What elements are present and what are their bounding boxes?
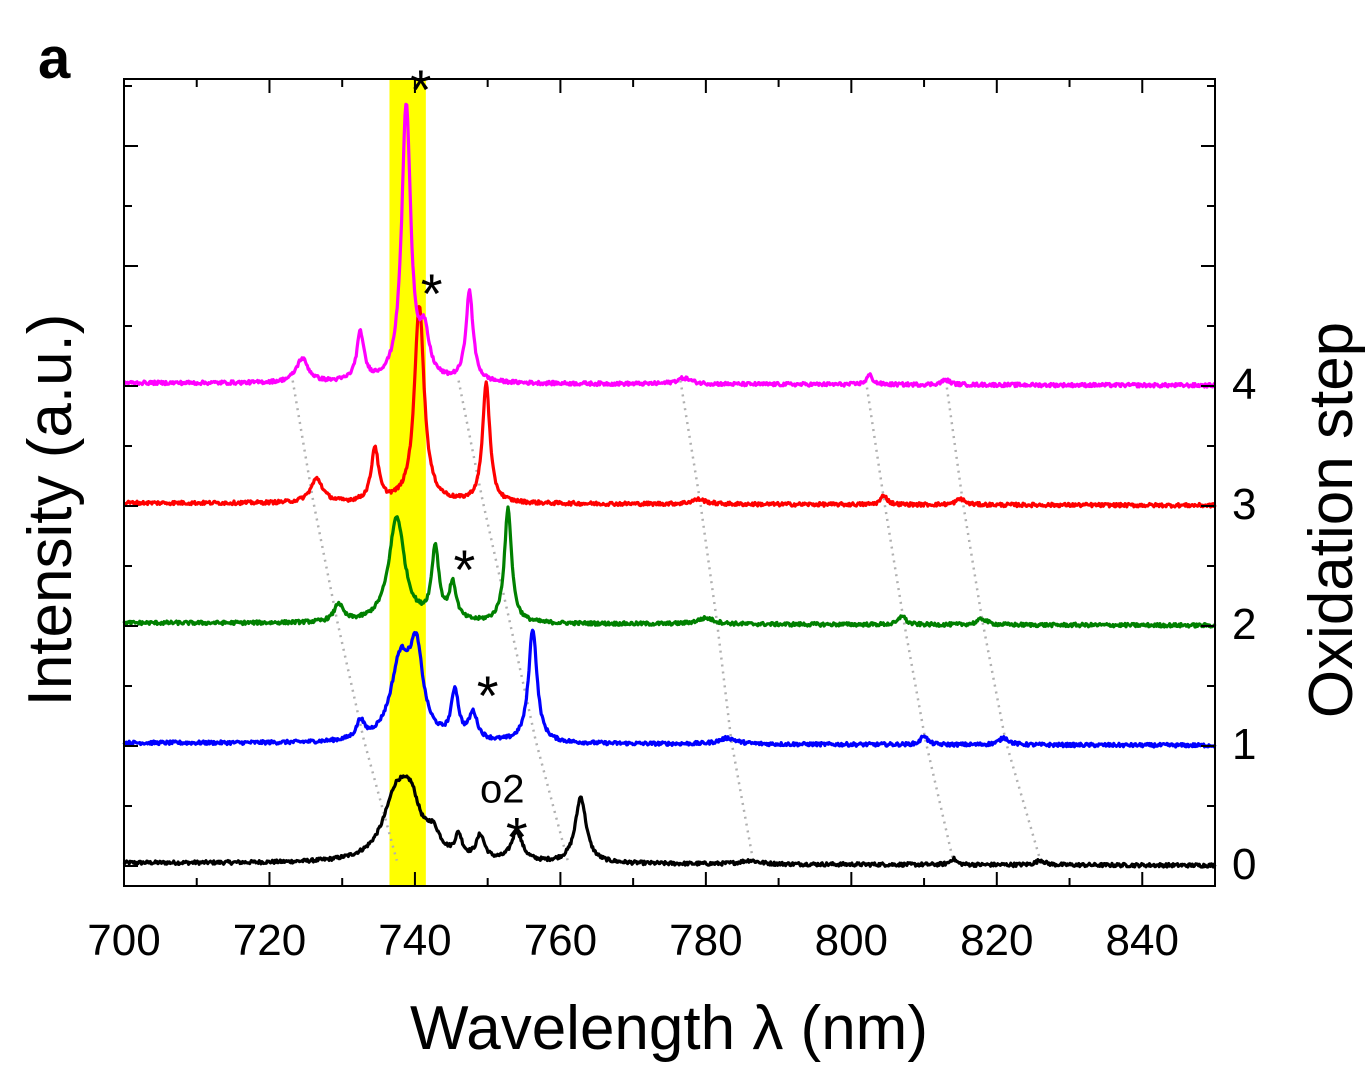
oxidation-step-label: 2: [1232, 600, 1256, 649]
x-tick-labels: 700 720 740 760 780 800 820 840: [87, 916, 1179, 965]
oxidation-step-label: 3: [1232, 480, 1256, 529]
asterisk-marker-5: *: [506, 806, 528, 869]
x-tick-label: 780: [669, 916, 742, 965]
asterisk-marker-2: *: [453, 538, 475, 601]
guide-lines-layer: [291, 380, 1042, 861]
guide-line-1: [457, 380, 569, 861]
y2-axis-label: Oxidation step: [1297, 322, 1366, 718]
ticks-layer: [123, 79, 1216, 886]
highlight-band: [389, 80, 426, 885]
oxidation-step-label: 1: [1232, 720, 1256, 769]
x-tick-label: 820: [960, 916, 1033, 965]
asterisk-marker-0: *: [410, 58, 432, 121]
annotations-layer: ****o2*: [410, 58, 528, 869]
x-tick-label: 800: [815, 916, 888, 965]
x-tick-label: 740: [378, 916, 451, 965]
series-layer: [122, 102, 1217, 869]
x-tick-label: 700: [87, 916, 160, 965]
highlight-band-layer: [389, 80, 426, 885]
y2-tick-labels: 0 1 2 3 4: [1232, 360, 1256, 889]
x-tick-label: 840: [1106, 916, 1179, 965]
y-axis-label: Intensity (a.u.): [16, 314, 85, 707]
series-step-1: [122, 628, 1217, 749]
x-tick-label: 760: [524, 916, 597, 965]
guide-line-4: [944, 380, 1042, 861]
oxidation-step-label: 4: [1232, 360, 1256, 409]
plot-frame: [123, 78, 1216, 887]
asterisk-marker-3: *: [477, 664, 499, 727]
series-step-4: [122, 102, 1217, 389]
series-step-3: [123, 305, 1217, 509]
asterisk-marker-1: *: [421, 262, 443, 325]
x-axis-label: Wavelength λ (nm): [410, 994, 928, 1063]
annotation-label-4: o2: [480, 768, 525, 812]
series-step-2: [122, 505, 1217, 629]
series-step-0: [122, 774, 1217, 869]
panel-label: a: [38, 26, 71, 91]
oxidation-step-label: 0: [1232, 840, 1256, 889]
x-tick-label: 720: [233, 916, 306, 965]
